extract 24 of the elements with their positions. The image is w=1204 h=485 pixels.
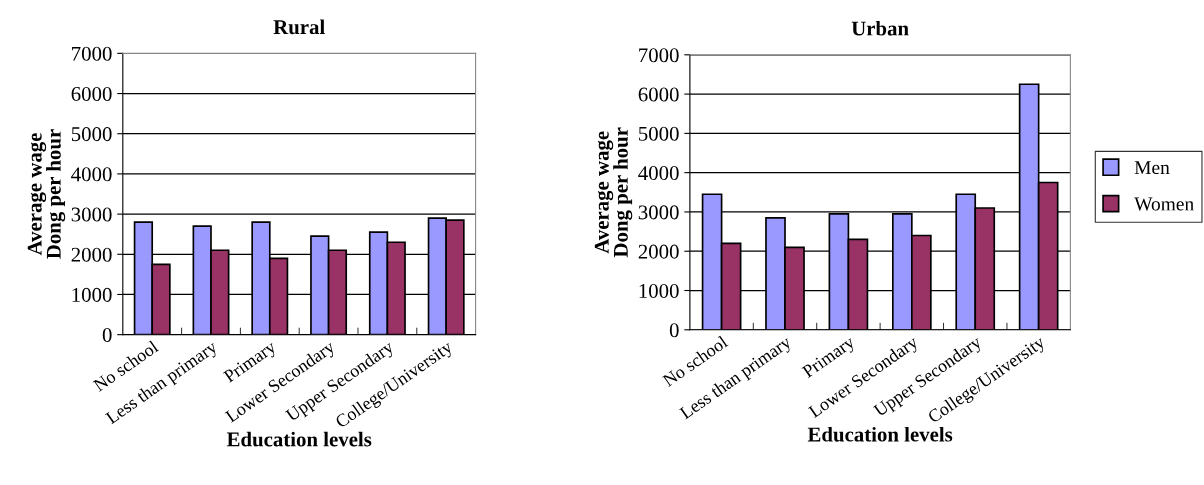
y-tick-label: 2000 xyxy=(71,247,112,262)
y-tick-label: 7000 xyxy=(639,48,679,63)
y-tick-label: 6000 xyxy=(71,86,112,101)
y-tick-label: 0 xyxy=(669,323,679,338)
y-tick-label: 5000 xyxy=(639,126,679,141)
chart-title: Urban xyxy=(851,20,909,36)
y-tick-label: 0 xyxy=(102,328,112,343)
y-tick-label: 1000 xyxy=(72,287,112,302)
y-axis-title: Average wage Dong per hour xyxy=(594,127,633,258)
y-tick-label: 4000 xyxy=(638,166,679,181)
y-tick-label: 4000 xyxy=(71,167,112,182)
x-axis-title: Education levels xyxy=(226,431,372,447)
legend-label: Men xyxy=(1134,161,1170,175)
legend-label: Women xyxy=(1134,197,1194,211)
y-tick-label: 3000 xyxy=(71,207,112,222)
y-tick-label: 5000 xyxy=(71,127,112,142)
y-tick-label: 2000 xyxy=(638,244,679,259)
y-tick-label: 6000 xyxy=(638,87,679,102)
x-axis-title: Education levels xyxy=(807,426,953,442)
y-tick-label: 3000 xyxy=(638,205,679,220)
y-axis-title: Average wage Dong per hour xyxy=(27,129,66,259)
y-tick-label: 7000 xyxy=(72,46,112,61)
chart-title: Rural xyxy=(273,19,325,35)
y-tick-label: 1000 xyxy=(639,283,679,298)
